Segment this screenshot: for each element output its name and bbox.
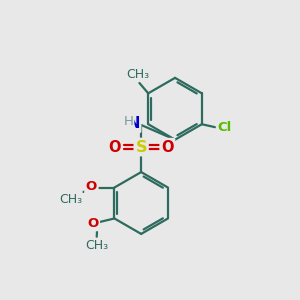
Text: O: O: [86, 180, 97, 193]
Text: O: O: [109, 140, 121, 154]
Text: Cl: Cl: [218, 121, 232, 134]
Text: H: H: [124, 115, 134, 128]
Text: CH₃: CH₃: [85, 239, 108, 252]
Text: S: S: [135, 140, 147, 154]
Text: CH₃: CH₃: [59, 194, 82, 206]
Text: O: O: [161, 140, 174, 154]
Text: N: N: [127, 116, 140, 131]
Text: O: O: [87, 217, 98, 230]
Text: CH₃: CH₃: [126, 68, 149, 81]
